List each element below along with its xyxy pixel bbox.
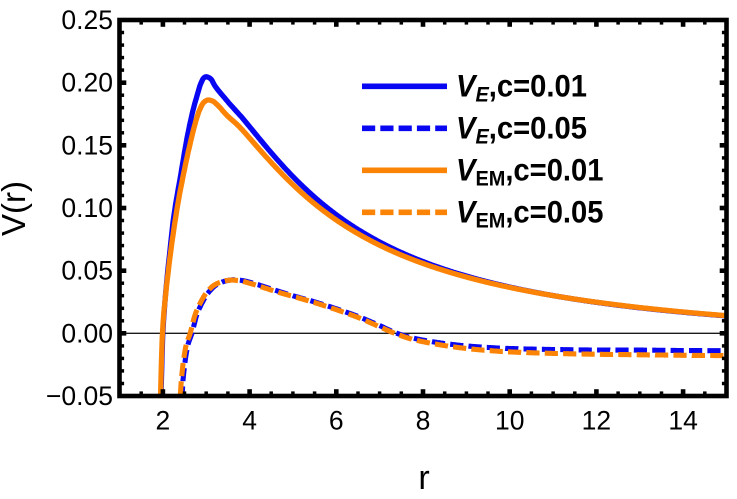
svg-text:6: 6 [329, 406, 344, 436]
svg-text:14: 14 [668, 406, 697, 436]
svg-text:VE,c=0.01: VE,c=0.01 [456, 68, 587, 107]
svg-text:VE,c=0.05: VE,c=0.05 [456, 110, 587, 149]
svg-text:2: 2 [156, 406, 171, 436]
svg-text:12: 12 [582, 406, 611, 436]
svg-text:0.05: 0.05 [61, 256, 113, 286]
svg-text:VEM,c=0.01: VEM,c=0.01 [456, 152, 604, 191]
svg-text:r: r [418, 459, 429, 494]
svg-text:−0.05: −0.05 [46, 381, 113, 411]
svg-text:0.00: 0.00 [61, 318, 113, 348]
svg-text:8: 8 [416, 406, 431, 436]
svg-text:VEM,c=0.05: VEM,c=0.05 [456, 193, 604, 232]
svg-text:V(r): V(r) [0, 181, 32, 236]
svg-text:0.15: 0.15 [61, 130, 113, 160]
svg-text:0.10: 0.10 [61, 193, 113, 223]
svg-text:0.25: 0.25 [61, 5, 113, 35]
svg-text:4: 4 [242, 406, 257, 436]
svg-text:10: 10 [495, 406, 524, 436]
svg-text:0.20: 0.20 [61, 68, 113, 98]
